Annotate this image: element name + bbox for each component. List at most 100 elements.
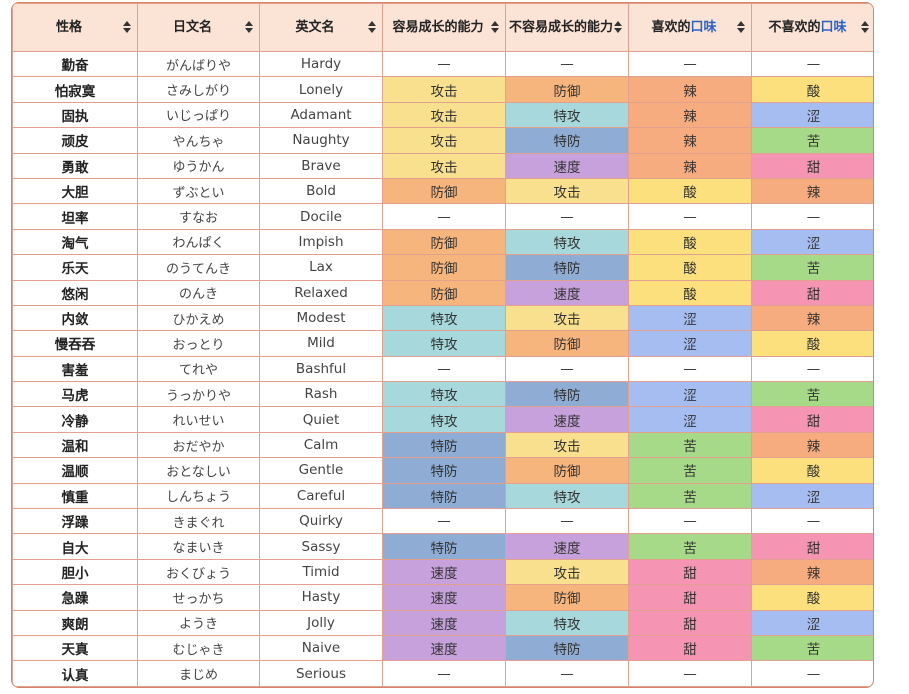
cell-japanese-name: まじめ bbox=[137, 660, 260, 687]
cell-liked-flavor: 辣 bbox=[628, 76, 752, 103]
cell-boosted-stat: 特防 bbox=[382, 457, 506, 484]
cell-boosted-stat: 特防 bbox=[382, 431, 506, 459]
column-header-liked-flavor[interactable]: 喜欢的口味 bbox=[628, 3, 752, 52]
cell-liked-flavor: 酸 bbox=[628, 254, 752, 281]
cell-lowered-stat: 防御 bbox=[505, 76, 629, 103]
cell-liked-flavor: — bbox=[628, 660, 752, 687]
cell-disliked-flavor: 酸 bbox=[751, 76, 873, 103]
cell-nature: 温和 bbox=[12, 431, 138, 459]
cell-disliked-flavor: 酸 bbox=[751, 330, 873, 357]
cell-boosted-stat: 攻击 bbox=[382, 101, 506, 129]
cell-nature: 勤奋 bbox=[12, 50, 138, 78]
sort-icon[interactable] bbox=[737, 20, 745, 35]
cell-english-name: Careful bbox=[259, 482, 383, 510]
cell-boosted-stat: 特防 bbox=[382, 482, 506, 510]
column-header-label: 容易成长的能力 bbox=[392, 18, 495, 38]
cell-liked-flavor: — bbox=[628, 508, 752, 535]
cell-liked-flavor: 甜 bbox=[628, 558, 752, 586]
cell-lowered-stat: 特防 bbox=[505, 381, 629, 408]
cell-boosted-stat: 攻击 bbox=[382, 76, 506, 103]
cell-liked-flavor: 甜 bbox=[628, 609, 752, 636]
table-row: 坦率 すなお Docile — — — — bbox=[12, 203, 873, 230]
table-row: 胆小 おくびょう Timid 速度 攻击甜辣 bbox=[12, 558, 873, 586]
table-row: 怕寂寞 さみしがり Lonely 攻击 防御辣酸 bbox=[12, 76, 873, 103]
cell-nature: 坦率 bbox=[12, 203, 138, 230]
cell-japanese-name: おだやか bbox=[137, 431, 260, 459]
cell-japanese-name: すなお bbox=[137, 203, 260, 230]
table-row: 温顺 おとなしい Gentle 特防 防御苦酸 bbox=[12, 457, 873, 484]
cell-english-name: Quirky bbox=[259, 508, 383, 535]
column-header-english-name[interactable]: 英文名 bbox=[259, 3, 383, 52]
cell-disliked-flavor: 涩 bbox=[751, 609, 873, 636]
cell-nature: 自大 bbox=[12, 533, 138, 560]
cell-lowered-stat: 特攻 bbox=[505, 101, 629, 129]
cell-boosted-stat: 特防 bbox=[382, 533, 506, 560]
header-link-text[interactable]: 口味 bbox=[690, 19, 717, 35]
cell-japanese-name: ひかえめ bbox=[137, 304, 260, 332]
cell-disliked-flavor: 甜 bbox=[751, 279, 873, 306]
table-row: 害羞 てれや Bashful — — — — bbox=[12, 355, 873, 383]
sort-icon[interactable] bbox=[491, 20, 499, 35]
cell-disliked-flavor: 苦 bbox=[751, 634, 873, 662]
cell-nature: 怕寂寞 bbox=[12, 76, 138, 103]
cell-disliked-flavor: 辣 bbox=[751, 304, 873, 332]
table-header: 性格 日文名 英文名 容易成长的能力 不容易成长的能力 喜欢的口味 不喜欢的口味 bbox=[12, 3, 873, 52]
cell-liked-flavor: 苦 bbox=[628, 482, 752, 510]
cell-english-name: Rash bbox=[259, 381, 383, 408]
table-row: 马虎 うっかりや Rash 特攻 特防涩苦 bbox=[12, 381, 873, 408]
header-text: 不喜欢的 bbox=[768, 19, 821, 35]
column-header-lowered-stat[interactable]: 不容易成长的能力 bbox=[505, 3, 629, 52]
cell-english-name: Naive bbox=[259, 634, 383, 662]
column-header-boosted-stat[interactable]: 容易成长的能力 bbox=[382, 3, 506, 52]
cell-english-name: Lonely bbox=[259, 76, 383, 103]
cell-nature: 浮躁 bbox=[12, 508, 138, 535]
cell-disliked-flavor: — bbox=[751, 660, 873, 687]
cell-nature: 淘气 bbox=[12, 228, 138, 256]
cell-japanese-name: がんばりや bbox=[137, 50, 260, 78]
cell-nature: 爽朗 bbox=[12, 609, 138, 636]
cell-nature: 大胆 bbox=[12, 177, 138, 205]
cell-japanese-name: のうてんき bbox=[137, 254, 260, 281]
cell-lowered-stat: — bbox=[505, 508, 629, 535]
cell-nature: 天真 bbox=[12, 634, 138, 662]
cell-nature: 认真 bbox=[12, 660, 138, 687]
cell-disliked-flavor: 甜 bbox=[751, 533, 873, 560]
cell-disliked-flavor: 辣 bbox=[751, 177, 873, 205]
cell-disliked-flavor: — bbox=[751, 355, 873, 383]
cell-boosted-stat: — bbox=[382, 355, 506, 383]
cell-liked-flavor: 苦 bbox=[628, 533, 752, 560]
cell-japanese-name: しんちょう bbox=[137, 482, 260, 510]
header-text: 不容易成长的能力 bbox=[508, 19, 613, 35]
cell-japanese-name: きまぐれ bbox=[137, 508, 260, 535]
cell-disliked-flavor: 辣 bbox=[751, 431, 873, 459]
cell-english-name: Impish bbox=[259, 228, 383, 256]
sort-icon[interactable] bbox=[368, 20, 376, 35]
header-text: 英文名 bbox=[295, 19, 335, 35]
cell-nature: 马虎 bbox=[12, 381, 138, 408]
sort-icon[interactable] bbox=[614, 20, 622, 35]
cell-japanese-name: せっかち bbox=[137, 584, 260, 611]
column-header-nature[interactable]: 性格 bbox=[12, 3, 138, 52]
cell-liked-flavor: 苦 bbox=[628, 457, 752, 484]
cell-japanese-name: わんぱく bbox=[137, 228, 260, 256]
cell-english-name: Jolly bbox=[259, 609, 383, 636]
cell-english-name: Calm bbox=[259, 431, 383, 459]
cell-boosted-stat: 攻击 bbox=[382, 127, 506, 154]
column-header-japanese-name[interactable]: 日文名 bbox=[137, 3, 260, 52]
cell-liked-flavor: 苦 bbox=[628, 431, 752, 459]
cell-boosted-stat: 防御 bbox=[382, 254, 506, 281]
cell-english-name: Quiet bbox=[259, 406, 383, 433]
header-link-text[interactable]: 口味 bbox=[820, 19, 847, 35]
cell-nature: 固执 bbox=[12, 101, 138, 129]
cell-liked-flavor: 酸 bbox=[628, 177, 752, 205]
sort-icon[interactable] bbox=[123, 20, 131, 35]
sort-icon[interactable] bbox=[245, 20, 253, 35]
cell-liked-flavor: 甜 bbox=[628, 584, 752, 611]
cell-english-name: Bold bbox=[259, 177, 383, 205]
column-header-disliked-flavor[interactable]: 不喜欢的口味 bbox=[751, 3, 873, 52]
cell-english-name: Mild bbox=[259, 330, 383, 357]
table-row: 爽朗 ようき Jolly 速度 特攻甜涩 bbox=[12, 609, 873, 636]
column-header-label: 不容易成长的能力 bbox=[509, 18, 625, 38]
sort-icon[interactable] bbox=[861, 20, 869, 35]
cell-disliked-flavor: 涩 bbox=[751, 101, 873, 129]
